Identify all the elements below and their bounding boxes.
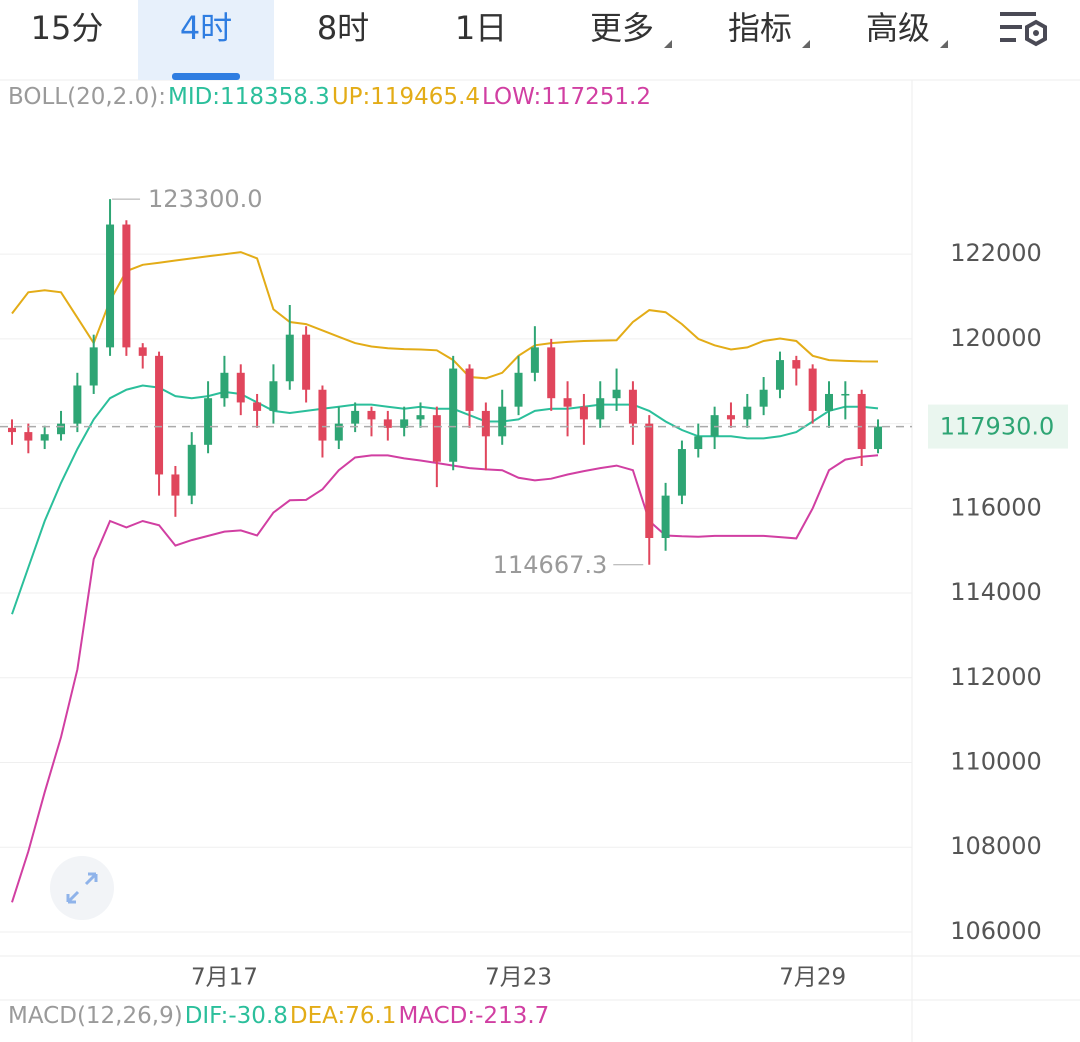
y-tick-label: 112000 bbox=[950, 663, 1042, 691]
candle-body bbox=[694, 436, 703, 450]
candle-body bbox=[481, 410, 490, 437]
y-tick-label: 106000 bbox=[950, 917, 1042, 945]
candle-body bbox=[759, 389, 768, 407]
candle-body bbox=[841, 393, 850, 396]
candle-body bbox=[334, 423, 343, 441]
candle-body bbox=[579, 406, 588, 420]
macd-legend-entry: MACD(12,26,9) bbox=[8, 1003, 183, 1029]
dropdown-caret bbox=[940, 40, 948, 48]
tab[interactable]: 8时 bbox=[317, 9, 369, 47]
candle-body bbox=[726, 415, 735, 420]
candle-body bbox=[792, 360, 801, 369]
y-tick-label: 114000 bbox=[950, 578, 1042, 606]
settings-icon[interactable] bbox=[1000, 12, 1047, 47]
candle-body bbox=[57, 423, 66, 435]
macd-legend-entry: DIF:-30.8 bbox=[184, 1003, 288, 1029]
candle-body bbox=[106, 224, 115, 348]
last-price-bg bbox=[928, 404, 1068, 449]
candle-body bbox=[285, 334, 294, 382]
candle-body bbox=[416, 415, 425, 420]
candle-body bbox=[253, 402, 262, 411]
y-tick-label: 116000 bbox=[950, 493, 1042, 521]
macd-legend-entry: MACD:-213.7 bbox=[398, 1003, 550, 1029]
candle-body bbox=[645, 423, 654, 538]
legend-entry: UP:119465.4 bbox=[331, 84, 481, 110]
candle-body bbox=[8, 427, 16, 433]
candle-body bbox=[874, 426, 883, 450]
candle-body bbox=[710, 415, 719, 437]
candle-body bbox=[122, 224, 131, 348]
candle-body bbox=[628, 389, 637, 424]
candle-body bbox=[318, 389, 327, 441]
candle-body bbox=[24, 432, 33, 441]
candle-body bbox=[677, 449, 686, 496]
x-tick-label: 7月17 bbox=[191, 965, 258, 991]
candle-body bbox=[220, 372, 229, 399]
candle-body bbox=[302, 334, 311, 390]
tab[interactable]: 15分 bbox=[31, 9, 104, 47]
candle-body bbox=[498, 406, 507, 437]
x-tick-label: 7月29 bbox=[779, 965, 846, 991]
dropdown-caret bbox=[802, 40, 810, 48]
last-price-label: 117930.0 bbox=[940, 413, 1055, 441]
expand-button[interactable] bbox=[50, 856, 114, 920]
legend-entry: LOW:117251.2 bbox=[482, 84, 652, 110]
candle-body bbox=[383, 419, 392, 428]
macd-legend-entry: DEA:76.1 bbox=[289, 1003, 397, 1029]
macd-legend: MACD(12,26,9)DIF:-30.8DEA:76.1MACD:-213.… bbox=[8, 1003, 551, 1029]
candle-body bbox=[596, 398, 605, 420]
candle-body bbox=[514, 372, 523, 407]
y-tick-label: 122000 bbox=[950, 239, 1042, 267]
candle-body bbox=[530, 347, 539, 373]
candle-body bbox=[465, 368, 474, 411]
boll-line bbox=[11, 454, 879, 903]
indicator-label: BOLL(20,2.0): bbox=[8, 84, 166, 110]
candle-body bbox=[155, 355, 164, 475]
candle-body bbox=[743, 406, 752, 420]
tab[interactable]: 更多 bbox=[590, 9, 654, 47]
tab[interactable]: 4时 bbox=[180, 9, 232, 47]
candle-body bbox=[73, 385, 82, 424]
boll-line bbox=[11, 251, 879, 380]
candle-body bbox=[400, 419, 409, 428]
candle-body bbox=[138, 347, 147, 356]
candle-body bbox=[547, 347, 556, 399]
candle-body bbox=[857, 393, 866, 450]
candle-body bbox=[825, 393, 833, 411]
tab[interactable]: 高级 bbox=[866, 9, 930, 47]
candle-body bbox=[204, 398, 213, 445]
max-marker-label: 123300.0 bbox=[148, 185, 263, 213]
candle-body bbox=[236, 372, 245, 403]
y-tick-label: 108000 bbox=[950, 832, 1042, 860]
candle-body bbox=[808, 368, 817, 411]
candle-body bbox=[269, 381, 278, 411]
x-tick-label: 7月23 bbox=[485, 965, 552, 991]
y-tick-label: 120000 bbox=[950, 324, 1042, 352]
dropdown-caret bbox=[664, 40, 672, 48]
candle-body bbox=[351, 410, 360, 424]
candle-body bbox=[432, 415, 441, 462]
candle-body bbox=[612, 389, 621, 399]
active-tab-bg bbox=[138, 0, 274, 80]
active-tab-indicator bbox=[172, 73, 240, 80]
boll-legend: BOLL(20,2.0):MID:118358.3UP:119465.4LOW:… bbox=[8, 84, 653, 110]
candle-body bbox=[40, 434, 49, 441]
legend-entry: MID:118358.3 bbox=[167, 84, 330, 110]
candle-body bbox=[449, 368, 458, 462]
candle-body bbox=[171, 474, 180, 496]
candle-body bbox=[187, 444, 196, 496]
candle-body bbox=[563, 398, 572, 407]
y-tick-label: 110000 bbox=[950, 748, 1042, 776]
tab[interactable]: 指标 bbox=[728, 9, 792, 47]
tab[interactable]: 1日 bbox=[455, 9, 507, 47]
candle-body bbox=[367, 410, 376, 420]
candle-body bbox=[661, 495, 670, 538]
min-marker-label: 114667.3 bbox=[493, 551, 608, 579]
candle-body bbox=[775, 360, 784, 390]
candle-body bbox=[89, 347, 98, 386]
